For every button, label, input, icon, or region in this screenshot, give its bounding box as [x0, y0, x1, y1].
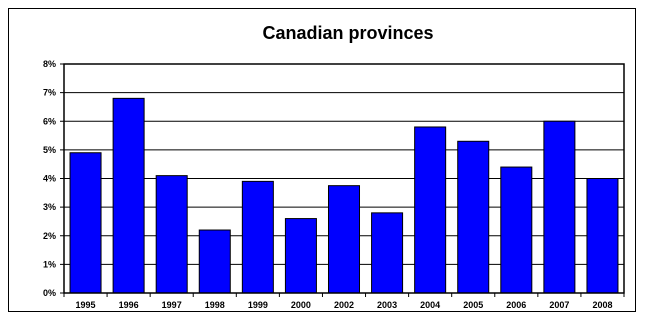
x-tick-label: 2008	[592, 300, 612, 310]
x-tick-label: 1995	[76, 300, 96, 310]
bar-1999	[241, 180, 274, 294]
y-tick-label: 3%	[43, 202, 56, 212]
x-tick-label: 1999	[248, 300, 268, 310]
bar-2000	[284, 218, 317, 294]
bar-2006	[500, 166, 533, 294]
y-tick-label: 1%	[43, 259, 56, 269]
y-tick-label: 4%	[43, 174, 56, 184]
bar-2005	[457, 140, 490, 294]
x-tick-label: 1998	[205, 300, 225, 310]
bars	[69, 97, 619, 294]
chart-title: Canadian provinces	[262, 23, 433, 43]
y-tick-label: 6%	[43, 116, 56, 126]
bar-2008	[586, 178, 619, 294]
x-tick-labels: 1995 1996 1997 1998 1999 2000 2002 2003 2004 2005…	[76, 300, 613, 310]
x-tick-label: 2007	[549, 300, 569, 310]
y-tick-label: 8%	[43, 59, 56, 69]
x-tick-label: 1997	[162, 300, 182, 310]
bar-2007	[543, 120, 576, 294]
bar-2004	[414, 126, 447, 294]
axes	[60, 63, 625, 297]
y-tick-label: 7%	[43, 88, 56, 98]
bar-1996	[112, 97, 145, 294]
x-tick-label: 2005	[463, 300, 483, 310]
x-tick-label: 2006	[506, 300, 526, 310]
x-tick-label: 2004	[420, 300, 440, 310]
bar-1998	[198, 229, 231, 294]
y-tick-label: 2%	[43, 231, 56, 241]
x-tick-label: 1996	[119, 300, 139, 310]
x-tick-label: 2002	[334, 300, 354, 310]
x-tick-label: 2000	[291, 300, 311, 310]
y-tick-labels: 0% 1% 2% 3% 4% 5% 6% 7% 8%	[43, 59, 56, 298]
x-tick-label: 2003	[377, 300, 397, 310]
y-tick-label: 5%	[43, 145, 56, 155]
bar-2002	[327, 185, 361, 294]
bar-2003	[371, 212, 404, 294]
bar-1997	[155, 175, 188, 294]
plot-border	[63, 63, 625, 294]
bar-1995	[69, 152, 102, 294]
y-tick-label: 0%	[43, 288, 56, 298]
